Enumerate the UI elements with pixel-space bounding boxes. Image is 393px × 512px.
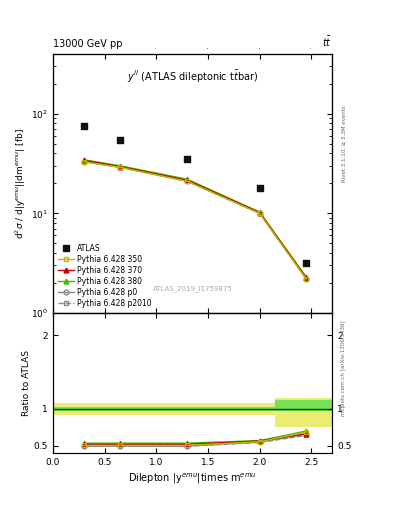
Y-axis label: Ratio to ATLAS: Ratio to ATLAS: [22, 350, 31, 416]
Text: $t\bar{t}$: $t\bar{t}$: [322, 35, 332, 49]
Point: [81, 122, 87, 130]
X-axis label: Dilepton |y$^{emu}$|times m$^{emu}$: Dilepton |y$^{emu}$|times m$^{emu}$: [128, 471, 257, 485]
Bar: [275, 398, 332, 428]
Text: $y^{ll}$ (ATLAS dileptonic t$\bar{t}$bar): $y^{ll}$ (ATLAS dileptonic t$\bar{t}$bar…: [127, 69, 258, 86]
Text: ATLAS_2019_I1759875: ATLAS_2019_I1759875: [153, 286, 232, 292]
Point: [257, 184, 263, 192]
Legend: ATLAS, Pythia 6.428 350, Pythia 6.428 370, Pythia 6.428 380, Pythia 6.428 p0, Py: ATLAS, Pythia 6.428 350, Pythia 6.428 37…: [57, 243, 153, 309]
Point: [117, 136, 123, 144]
Text: 13000 GeV pp: 13000 GeV pp: [53, 38, 123, 49]
Point: [303, 259, 309, 267]
Bar: [53, 403, 275, 415]
Bar: [275, 400, 332, 411]
Point: [184, 155, 191, 163]
Y-axis label: d$^2\sigma$ / d|y$^{emu}$||dm$^{emu}$| [fb]: d$^2\sigma$ / d|y$^{emu}$||dm$^{emu}$| […: [14, 128, 28, 239]
Text: mcplots.cern.ch [arXiv:1306.3436]: mcplots.cern.ch [arXiv:1306.3436]: [342, 321, 346, 416]
Bar: [53, 407, 275, 411]
Text: Rivet 3.1.10, ≥ 3.3M events: Rivet 3.1.10, ≥ 3.3M events: [342, 105, 346, 182]
